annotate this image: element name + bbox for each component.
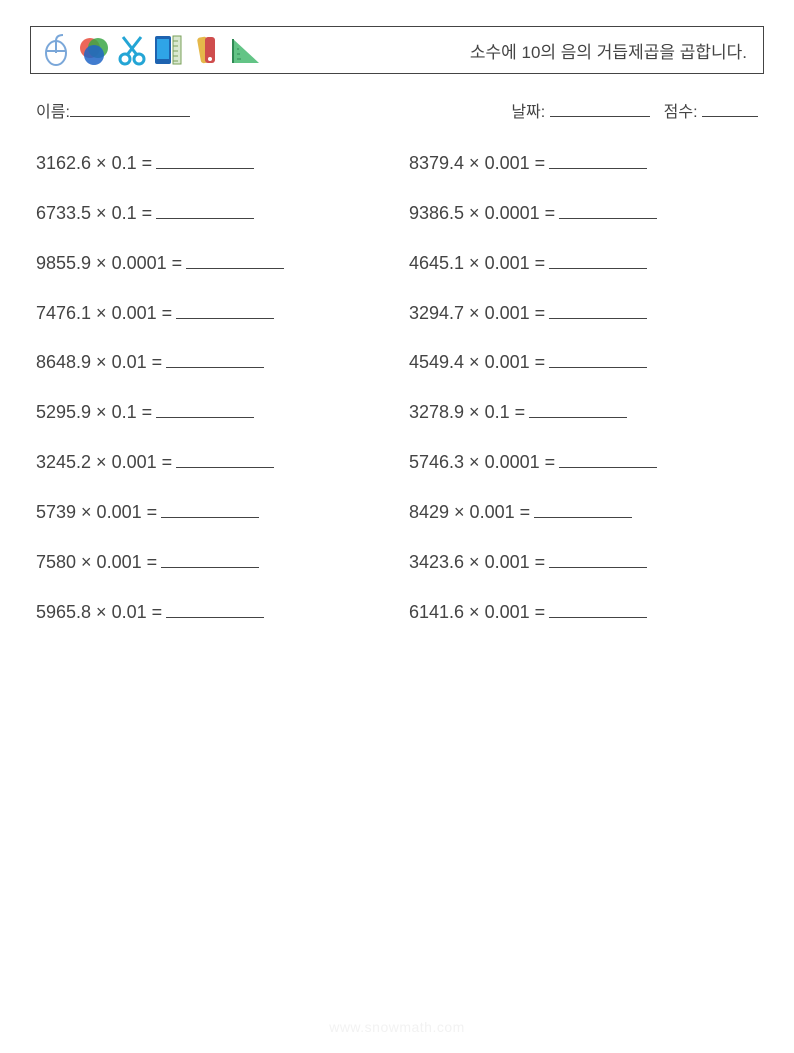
problems-grid: 3162.6 × 0.1 = 8379.4 × 0.001 = 6733.5 ×… (30, 150, 764, 623)
swatch-icon (193, 33, 223, 67)
problem-text: 6733.5 × 0.1 = (36, 203, 152, 224)
problem-text: 4645.1 × 0.001 = (409, 253, 545, 274)
answer-blank[interactable] (166, 350, 264, 369)
problem-text: 5746.3 × 0.0001 = (409, 452, 555, 473)
problem-left-7: 5739 × 0.001 = (36, 499, 385, 523)
name-blank[interactable] (70, 100, 190, 117)
answer-blank[interactable] (534, 499, 632, 518)
answer-blank[interactable] (549, 599, 647, 618)
venn-icon (77, 33, 111, 67)
problem-text: 6141.6 × 0.001 = (409, 602, 545, 623)
problem-left-2: 9855.9 × 0.0001 = (36, 250, 385, 274)
problem-text: 3278.9 × 0.1 = (409, 402, 525, 423)
answer-blank[interactable] (549, 300, 647, 319)
answer-blank[interactable] (156, 399, 254, 418)
problem-text: 8648.9 × 0.01 = (36, 352, 162, 373)
answer-blank[interactable] (549, 549, 647, 568)
phone-ruler-icon (153, 33, 187, 67)
problem-text: 7580 × 0.001 = (36, 552, 157, 573)
problem-right-0: 8379.4 × 0.001 = (409, 150, 758, 174)
name-field: 이름: (36, 98, 190, 122)
problem-left-4: 8648.9 × 0.01 = (36, 350, 385, 374)
problem-right-8: 3423.6 × 0.001 = (409, 549, 758, 573)
problem-text: 8379.4 × 0.001 = (409, 153, 545, 174)
icon-strip (41, 33, 263, 67)
score-blank[interactable] (702, 100, 758, 117)
problem-right-2: 4645.1 × 0.001 = (409, 250, 758, 274)
problem-left-6: 3245.2 × 0.001 = (36, 449, 385, 473)
date-blank[interactable] (550, 100, 650, 117)
problem-text: 3294.7 × 0.001 = (409, 303, 545, 324)
scissors-icon (117, 33, 147, 67)
score-field: 점수: (664, 98, 758, 122)
problem-text: 3162.6 × 0.1 = (36, 153, 152, 174)
answer-blank[interactable] (559, 449, 657, 468)
answer-blank[interactable] (156, 200, 254, 219)
answer-blank[interactable] (176, 300, 274, 319)
worksheet-page: 소수에 10의 음의 거듭제곱을 곱합니다. 이름: 날짜: 점수: 3162.… (0, 0, 794, 1053)
problem-right-6: 5746.3 × 0.0001 = (409, 449, 758, 473)
answer-blank[interactable] (549, 150, 647, 169)
problem-text: 5295.9 × 0.1 = (36, 402, 152, 423)
answer-blank[interactable] (186, 250, 284, 269)
worksheet-title: 소수에 10의 음의 거듭제곱을 곱합니다. (470, 38, 753, 63)
answer-blank[interactable] (176, 449, 274, 468)
problem-right-9: 6141.6 × 0.001 = (409, 599, 758, 623)
problem-text: 9855.9 × 0.0001 = (36, 253, 182, 274)
problem-right-1: 9386.5 × 0.0001 = (409, 200, 758, 224)
problem-text: 5739 × 0.001 = (36, 502, 157, 523)
answer-blank[interactable] (529, 399, 627, 418)
answer-blank[interactable] (549, 250, 647, 269)
date-field: 날짜: (511, 98, 649, 122)
meta-row: 이름: 날짜: 점수: (30, 98, 764, 150)
footer-watermark: www.snowmath.com (0, 1019, 794, 1035)
problem-text: 8429 × 0.001 = (409, 502, 530, 523)
problem-left-5: 5295.9 × 0.1 = (36, 399, 385, 423)
problem-text: 5965.8 × 0.01 = (36, 602, 162, 623)
answer-blank[interactable] (156, 150, 254, 169)
problem-right-7: 8429 × 0.001 = (409, 499, 758, 523)
problem-right-4: 4549.4 × 0.001 = (409, 350, 758, 374)
answer-blank[interactable] (166, 599, 264, 618)
answer-blank[interactable] (559, 200, 657, 219)
date-label: 날짜: (511, 104, 545, 121)
problem-text: 4549.4 × 0.001 = (409, 352, 545, 373)
answer-blank[interactable] (161, 549, 259, 568)
problem-left-8: 7580 × 0.001 = (36, 549, 385, 573)
problem-right-5: 3278.9 × 0.1 = (409, 399, 758, 423)
problem-left-0: 3162.6 × 0.1 = (36, 150, 385, 174)
header-box: 소수에 10의 음의 거듭제곱을 곱합니다. (30, 26, 764, 74)
answer-blank[interactable] (549, 350, 647, 369)
mouse-icon (41, 33, 71, 67)
problem-text: 3245.2 × 0.001 = (36, 452, 172, 473)
triangle-icon (229, 33, 263, 67)
answer-blank[interactable] (161, 499, 259, 518)
problem-text: 7476.1 × 0.001 = (36, 303, 172, 324)
problem-text: 3423.6 × 0.001 = (409, 552, 545, 573)
problem-left-9: 5965.8 × 0.01 = (36, 599, 385, 623)
problem-left-3: 7476.1 × 0.001 = (36, 300, 385, 324)
problem-left-1: 6733.5 × 0.1 = (36, 200, 385, 224)
problem-text: 9386.5 × 0.0001 = (409, 203, 555, 224)
score-label: 점수: (664, 104, 698, 121)
problem-right-3: 3294.7 × 0.001 = (409, 300, 758, 324)
name-label: 이름: (36, 98, 70, 122)
